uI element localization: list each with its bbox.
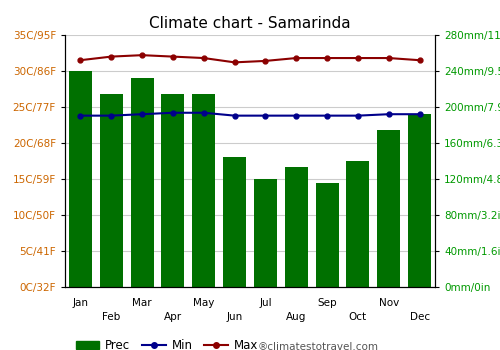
Text: May: May [193,298,214,308]
Bar [223,156,246,287]
Bar [254,179,277,287]
Text: Aug: Aug [286,312,306,322]
Text: Oct: Oct [349,312,367,322]
Text: Jun: Jun [226,312,242,322]
Text: ®climatestotravel.com: ®climatestotravel.com [258,342,378,350]
Bar [192,93,216,287]
Bar [316,183,338,287]
Bar [69,71,92,287]
Text: Dec: Dec [410,312,430,322]
Text: Sep: Sep [318,298,337,308]
Bar [162,94,184,287]
Text: Feb: Feb [102,312,120,322]
Text: Jul: Jul [259,298,272,308]
Text: Apr: Apr [164,312,182,322]
Bar [130,78,154,287]
Text: Nov: Nov [378,298,399,308]
Bar [346,161,370,287]
Text: Mar: Mar [132,298,152,308]
Text: Jan: Jan [72,298,88,308]
Title: Climate chart - Samarinda: Climate chart - Samarinda [149,16,351,31]
Bar [408,114,431,287]
Bar [100,93,123,287]
Bar [377,130,400,287]
Legend: Prec, Min, Max: Prec, Min, Max [71,334,263,350]
Bar [284,167,308,287]
